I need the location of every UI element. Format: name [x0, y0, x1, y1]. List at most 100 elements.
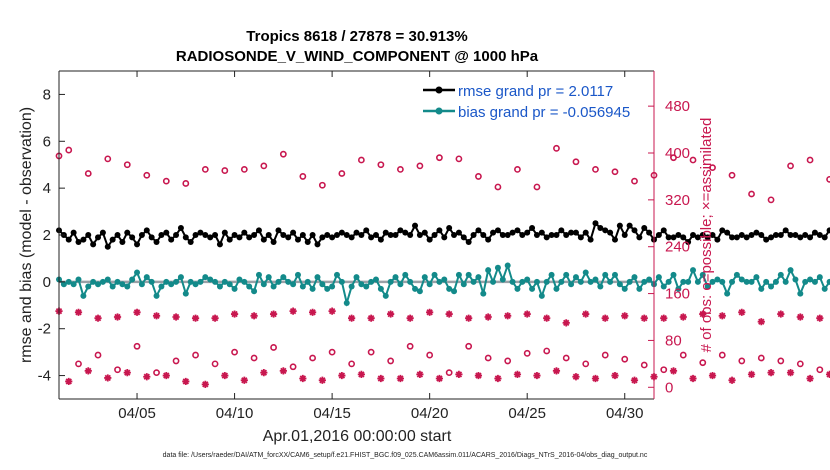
- rmse-point: [226, 236, 233, 243]
- rmse-point: [392, 232, 399, 238]
- rmse-point: [402, 229, 409, 236]
- assimilated-count-point: [113, 313, 122, 321]
- possible-count-point: [806, 156, 814, 164]
- bias-point: [75, 276, 82, 283]
- bias-point: [738, 276, 745, 283]
- rmse-point: [138, 232, 145, 238]
- rmse-point: [748, 232, 755, 238]
- rmse-point: [475, 227, 482, 234]
- bias-point: [338, 278, 345, 285]
- possible-count-point: [104, 155, 112, 163]
- rmse-point: [202, 232, 209, 238]
- possible-count-point: [231, 348, 238, 356]
- assimilated-count-point: [211, 314, 219, 322]
- bias-point: [802, 278, 809, 285]
- rmse-point: [343, 232, 350, 238]
- rmse-point: [416, 232, 423, 238]
- bias-point: [572, 274, 579, 281]
- bias-point: [416, 288, 423, 295]
- bias-point: [548, 271, 555, 278]
- assimilated-count-point: [621, 312, 629, 320]
- bias-point: [324, 285, 331, 292]
- rmse-point: [451, 232, 458, 238]
- rmse-point: [616, 222, 623, 229]
- possible-count-point: [279, 150, 287, 158]
- rmse-point: [733, 234, 740, 241]
- rmse-point: [299, 232, 306, 238]
- rmse-point: [538, 229, 545, 236]
- bias-point: [65, 278, 72, 285]
- bias-point: [729, 278, 736, 285]
- bias-point: [490, 278, 497, 285]
- rmse-point: [490, 229, 497, 236]
- y-tick-label: 4: [43, 180, 51, 197]
- bias-point: [455, 271, 462, 278]
- bias-point: [655, 274, 662, 281]
- bias-point: [582, 269, 589, 276]
- x-tick-label: 04/25: [508, 405, 546, 422]
- rmse-point: [543, 234, 550, 241]
- rmse-point: [690, 232, 697, 238]
- assimilated-count-point: [357, 370, 365, 378]
- plot-axes: [58, 70, 655, 400]
- rmse-point: [246, 234, 253, 241]
- possible-count-point: [445, 369, 453, 377]
- bias-point: [343, 299, 350, 306]
- rmse-point: [99, 229, 106, 236]
- rmse-point: [670, 234, 677, 241]
- possible-count-point: [357, 156, 365, 164]
- rmse-point: [114, 232, 121, 238]
- bias-point: [333, 271, 340, 278]
- possible-count-point: [533, 183, 541, 191]
- rmse-point: [660, 227, 667, 234]
- rmse-point: [412, 222, 419, 229]
- bias-point: [719, 278, 726, 285]
- possible-count-point: [114, 366, 121, 374]
- possible-count-point: [270, 344, 277, 351]
- rmse-point: [304, 239, 311, 246]
- x-axis-label: Apr.01,2016 00:00:00 start: [263, 428, 452, 445]
- bias-point: [772, 278, 779, 285]
- rmse-point: [504, 232, 511, 238]
- bias-point: [260, 281, 267, 288]
- bias-point: [611, 271, 618, 278]
- rmse-point: [129, 234, 136, 241]
- rmse-point: [134, 241, 141, 248]
- possible-count-point: [475, 173, 482, 180]
- rmse-point: [499, 232, 506, 238]
- assimilated-count-point: [474, 371, 483, 380]
- assimilated-count-point: [230, 310, 239, 318]
- bias-point: [148, 278, 155, 285]
- assimilated-count-point: [387, 310, 395, 318]
- rmse-point: [665, 234, 672, 241]
- rmse-point: [260, 236, 267, 243]
- bias-point: [494, 264, 501, 271]
- assimilated-count-point: [406, 314, 414, 322]
- bias-point: [821, 285, 828, 292]
- possible-count-point: [631, 177, 638, 185]
- x-tick-label: 04/05: [118, 405, 156, 422]
- y-right-tick-label: 0: [665, 379, 673, 396]
- possible-count-point: [679, 351, 687, 359]
- bias-point: [694, 278, 701, 285]
- bias-point: [616, 281, 623, 288]
- rmse-point: [285, 234, 292, 241]
- rmse-point: [397, 227, 404, 234]
- bias-point: [446, 285, 453, 292]
- possible-count-point: [75, 360, 82, 368]
- rmse-point: [685, 239, 692, 246]
- possible-count-point: [601, 351, 609, 359]
- bias-point: [685, 278, 692, 285]
- assimilated-count-point: [348, 314, 356, 322]
- bias-point: [524, 276, 531, 283]
- rmse-point: [319, 234, 326, 241]
- rmse-point: [641, 224, 648, 231]
- rmse-point: [743, 234, 750, 241]
- y-right-tick-label: 80: [665, 332, 682, 349]
- rmse-point: [529, 224, 536, 231]
- bias-point: [192, 281, 199, 288]
- chart-title: Tropics 8618 / 27878 = 30.913%: [246, 28, 467, 45]
- rmse-point: [787, 232, 794, 238]
- rmse-point: [714, 236, 721, 243]
- bias-point: [577, 278, 584, 285]
